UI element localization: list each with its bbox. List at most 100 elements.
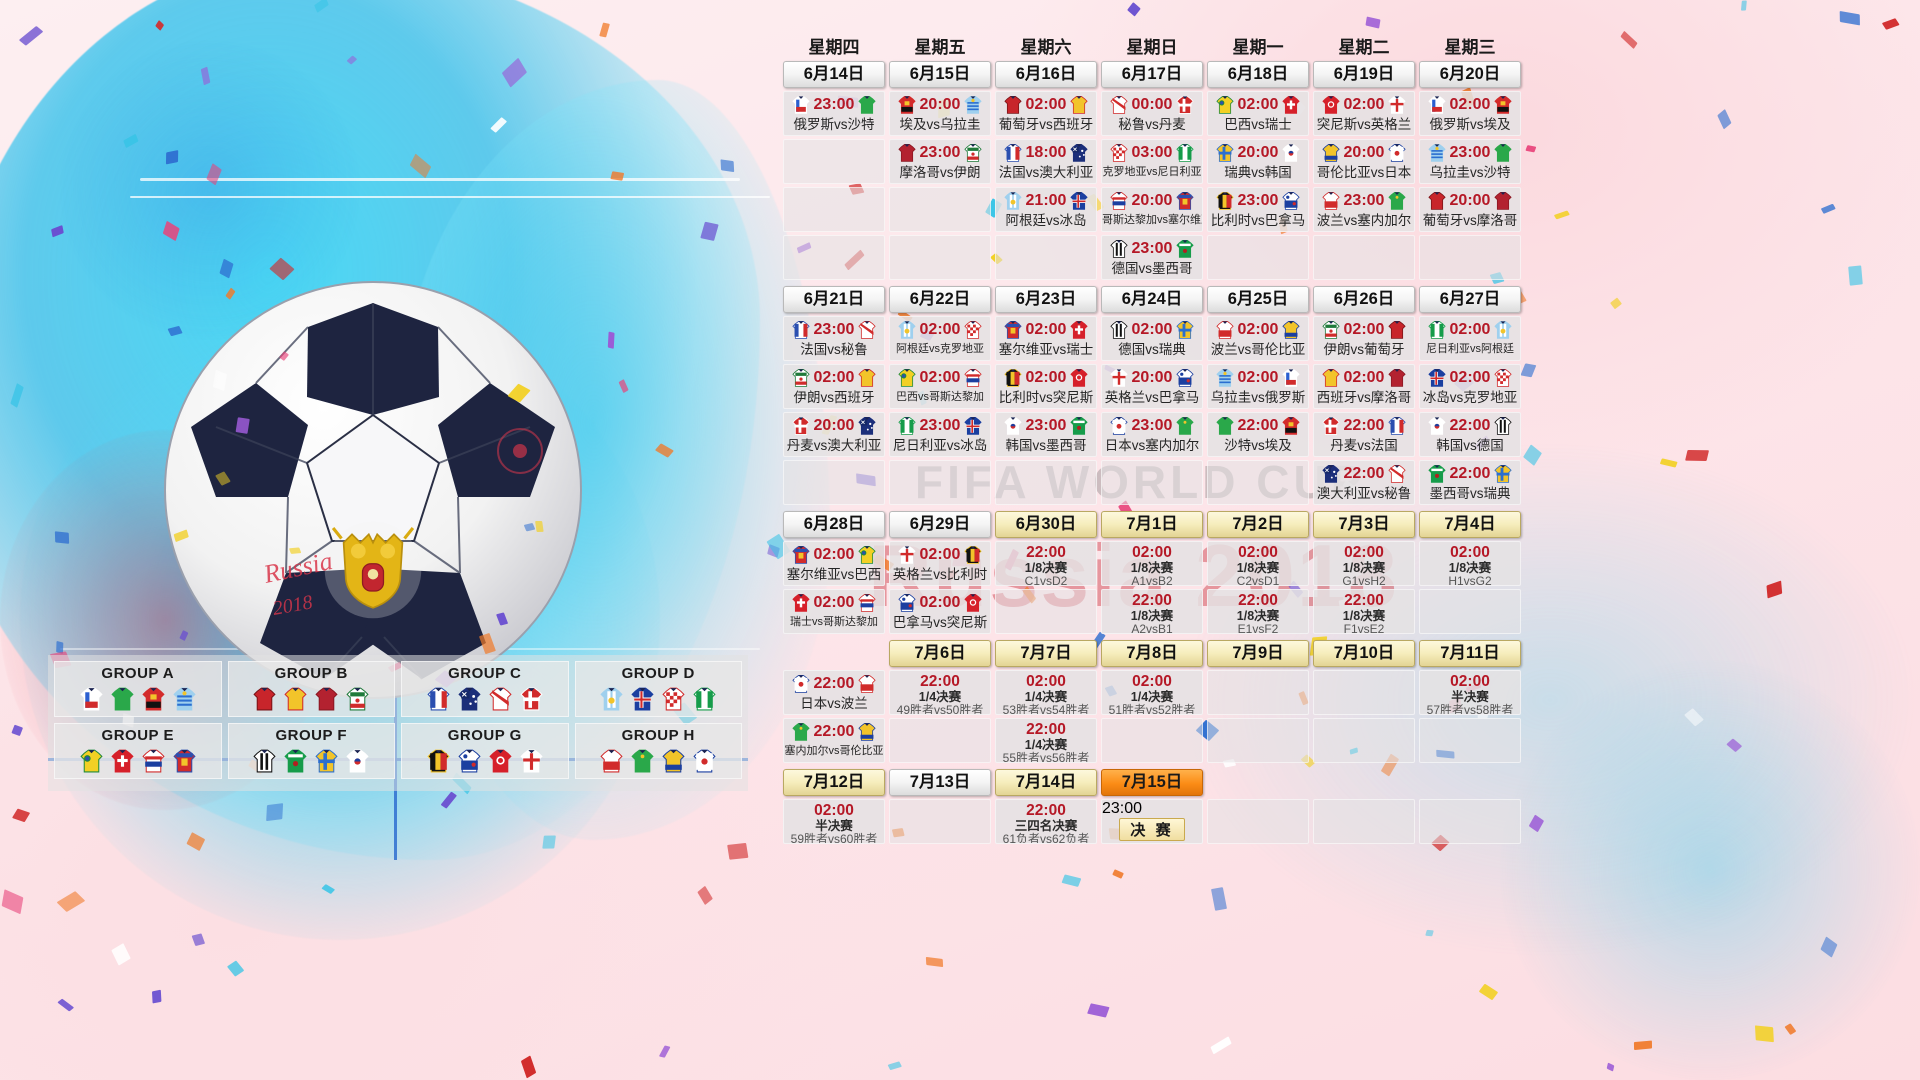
date-cell[interactable]: 7月12日	[783, 769, 885, 796]
knockout-match-cell[interactable]: 22:00 1/4决赛 55胜者vs56胜者	[995, 718, 1097, 763]
knockout-match-cell[interactable]: 22:00 1/8决赛 F1vsE2	[1313, 589, 1415, 634]
final-match-cell[interactable]: 23:00 决 赛	[1101, 799, 1203, 844]
date-cell[interactable]: 6月14日	[783, 61, 885, 88]
date-cell[interactable]: 6月22日	[889, 286, 991, 313]
match-cell[interactable]: 20:00 英格兰vs巴拿马	[1101, 364, 1203, 409]
match-cell[interactable]: 22:00 丹麦vs法国	[1313, 412, 1415, 457]
match-cell[interactable]: 22:00 日本vs波兰	[783, 670, 885, 715]
match-cell[interactable]: 02:00 乌拉圭vs俄罗斯	[1207, 364, 1309, 409]
match-cell[interactable]: 22:00 塞内加尔vs哥伦比亚	[783, 718, 885, 763]
group-box-group-h[interactable]: GROUP H	[574, 723, 742, 779]
group-box-group-c[interactable]: GROUP C	[401, 661, 569, 717]
match-cell[interactable]: 00:00 秘鲁vs丹麦	[1101, 91, 1203, 136]
knockout-match-cell[interactable]: 02:00 1/8决赛 H1vsG2	[1419, 541, 1521, 586]
match-cell[interactable]: 22:00 韩国vs德国	[1419, 412, 1521, 457]
knockout-match-cell[interactable]: 02:00 1/8决赛 A1vsB2	[1101, 541, 1203, 586]
knockout-match-cell[interactable]: 22:00 三四名决赛 61负者vs62负者	[995, 799, 1097, 844]
knockout-match-cell[interactable]: 22:00 1/8决赛 E1vsF2	[1207, 589, 1309, 634]
date-cell[interactable]: 6月29日	[889, 511, 991, 538]
date-cell[interactable]: 6月27日	[1419, 286, 1521, 313]
date-cell[interactable]: 7月2日	[1207, 511, 1309, 538]
date-cell[interactable]: 6月24日	[1101, 286, 1203, 313]
group-box-group-a[interactable]: GROUP A	[54, 661, 222, 717]
match-cell[interactable]: 02:00 巴西vs瑞士	[1207, 91, 1309, 136]
match-cell[interactable]: 02:00 塞尔维亚vs瑞士	[995, 316, 1097, 361]
match-cell[interactable]: 02:00 瑞士vs哥斯达黎加	[783, 589, 885, 634]
match-cell[interactable]: 20:00 哥伦比亚vs日本	[1313, 139, 1415, 184]
date-cell[interactable]: 7月11日	[1419, 640, 1521, 667]
date-cell[interactable]: 6月15日	[889, 61, 991, 88]
match-cell[interactable]: 18:00 法国vs澳大利亚	[995, 139, 1097, 184]
knockout-match-cell[interactable]: 02:00 1/8决赛 G1vsH2	[1313, 541, 1415, 586]
match-cell[interactable]: 02:00 巴西vs哥斯达黎加	[889, 364, 991, 409]
match-cell[interactable]: 23:00 尼日利亚vs冰岛	[889, 412, 991, 457]
match-cell[interactable]: 22:00 墨西哥vs瑞典	[1419, 460, 1521, 505]
date-cell[interactable]: 7月10日	[1313, 640, 1415, 667]
knockout-match-cell[interactable]: 02:00 半决赛 57胜者vs58胜者	[1419, 670, 1521, 715]
match-cell[interactable]: 02:00 阿根廷vs克罗地亚	[889, 316, 991, 361]
match-cell[interactable]: 23:00 波兰vs塞内加尔	[1313, 187, 1415, 232]
match-cell[interactable]: 02:00 尼日利亚vs阿根廷	[1419, 316, 1521, 361]
match-cell[interactable]: 23:00 法国vs秘鲁	[783, 316, 885, 361]
match-cell[interactable]: 23:00 韩国vs墨西哥	[995, 412, 1097, 457]
group-box-group-g[interactable]: GROUP G	[401, 723, 569, 779]
date-cell[interactable]: 6月23日	[995, 286, 1097, 313]
date-cell[interactable]: 7月13日	[889, 769, 991, 796]
match-cell[interactable]: 20:00 哥斯达黎加vs塞尔维亚	[1101, 187, 1203, 232]
match-cell[interactable]: 02:00 西班牙vs摩洛哥	[1313, 364, 1415, 409]
match-cell[interactable]: 23:00 摩洛哥vs伊朗	[889, 139, 991, 184]
date-cell[interactable]: 6月17日	[1101, 61, 1203, 88]
date-cell[interactable]: 6月20日	[1419, 61, 1521, 88]
match-cell[interactable]: 23:00 俄罗斯vs沙特	[783, 91, 885, 136]
group-box-group-b[interactable]: GROUP B	[227, 661, 395, 717]
match-cell[interactable]: 20:00 丹麦vs澳大利亚	[783, 412, 885, 457]
date-cell[interactable]: 7月4日	[1419, 511, 1521, 538]
match-cell[interactable]: 20:00 葡萄牙vs摩洛哥	[1419, 187, 1521, 232]
date-cell[interactable]: 7月9日	[1207, 640, 1309, 667]
match-cell[interactable]: 02:00 英格兰vs比利时	[889, 541, 991, 586]
match-cell[interactable]: 23:00 德国vs墨西哥	[1101, 235, 1203, 280]
match-cell[interactable]: 23:00 日本vs塞内加尔	[1101, 412, 1203, 457]
knockout-match-cell[interactable]: 02:00 1/4决赛 51胜者vs52胜者	[1101, 670, 1203, 715]
date-cell[interactable]: 6月28日	[783, 511, 885, 538]
match-cell[interactable]: 03:00 克罗地亚vs尼日利亚	[1101, 139, 1203, 184]
knockout-match-cell[interactable]: 02:00 半决赛 59胜者vs60胜者	[783, 799, 885, 844]
group-box-group-f[interactable]: GROUP F	[227, 723, 395, 779]
match-cell[interactable]: 20:00 埃及vs乌拉圭	[889, 91, 991, 136]
match-cell[interactable]: 02:00 突尼斯vs英格兰	[1313, 91, 1415, 136]
match-cell[interactable]: 02:00 俄罗斯vs埃及	[1419, 91, 1521, 136]
match-cell[interactable]: 22:00 沙特vs埃及	[1207, 412, 1309, 457]
date-cell[interactable]: 7月14日	[995, 769, 1097, 796]
match-cell[interactable]: 22:00 澳大利亚vs秘鲁	[1313, 460, 1415, 505]
date-cell[interactable]: 6月19日	[1313, 61, 1415, 88]
group-box-group-d[interactable]: GROUP D	[574, 661, 742, 717]
date-cell[interactable]: 7月15日	[1101, 769, 1203, 796]
date-cell[interactable]: 6月25日	[1207, 286, 1309, 313]
date-cell[interactable]: 6月30日	[995, 511, 1097, 538]
knockout-match-cell[interactable]: 22:00 1/8决赛 A2vsB1	[1101, 589, 1203, 634]
knockout-match-cell[interactable]: 02:00 1/4决赛 53胜者vs54胜者	[995, 670, 1097, 715]
match-cell[interactable]: 02:00 巴拿马vs突尼斯	[889, 589, 991, 634]
match-cell[interactable]: 02:00 葡萄牙vs西班牙	[995, 91, 1097, 136]
match-cell[interactable]: 02:00 伊朗vs西班牙	[783, 364, 885, 409]
match-cell[interactable]: 21:00 阿根廷vs冰岛	[995, 187, 1097, 232]
match-cell[interactable]: 20:00 瑞典vs韩国	[1207, 139, 1309, 184]
date-cell[interactable]: 7月3日	[1313, 511, 1415, 538]
match-cell[interactable]: 02:00 伊朗vs葡萄牙	[1313, 316, 1415, 361]
date-cell[interactable]: 6月18日	[1207, 61, 1309, 88]
match-cell[interactable]: 23:00 乌拉圭vs沙特	[1419, 139, 1521, 184]
knockout-match-cell[interactable]: 02:00 1/8决赛 C2vsD1	[1207, 541, 1309, 586]
match-cell[interactable]: 02:00 塞尔维亚vs巴西	[783, 541, 885, 586]
date-cell[interactable]: 7月1日	[1101, 511, 1203, 538]
group-box-group-e[interactable]: GROUP E	[54, 723, 222, 779]
match-cell[interactable]: 02:00 波兰vs哥伦比亚	[1207, 316, 1309, 361]
date-cell[interactable]: 6月21日	[783, 286, 885, 313]
knockout-match-cell[interactable]: 22:00 1/4决赛 49胜者vs50胜者	[889, 670, 991, 715]
date-cell[interactable]: 6月26日	[1313, 286, 1415, 313]
date-cell[interactable]: 7月8日	[1101, 640, 1203, 667]
match-cell[interactable]: 23:00 比利时vs巴拿马	[1207, 187, 1309, 232]
knockout-match-cell[interactable]: 22:00 1/8决赛 C1vsD2	[995, 541, 1097, 586]
date-cell[interactable]: 6月16日	[995, 61, 1097, 88]
match-cell[interactable]: 02:00 比利时vs突尼斯	[995, 364, 1097, 409]
match-cell[interactable]: 02:00 冰岛vs克罗地亚	[1419, 364, 1521, 409]
